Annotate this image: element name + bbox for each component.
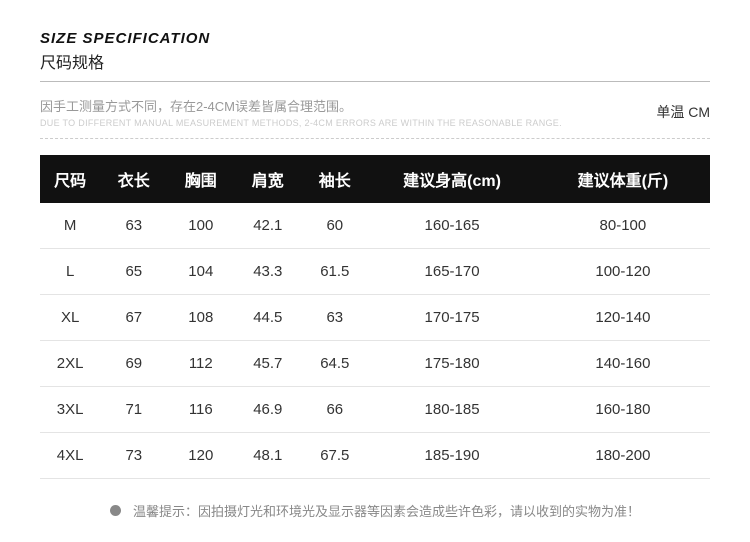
size-table: 尺码 衣长 胸围 肩宽 袖长 建议身高(cm) 建议体重(斤) M 63 100… <box>40 155 710 479</box>
cell: 108 <box>167 295 234 341</box>
cell: 69 <box>100 341 167 387</box>
footer-tip: 温馨提示：因拍摄灯光和环境光及显示器等因素会造成些许色彩，请以收到的实物为准！ <box>40 501 710 520</box>
col-header: 肩宽 <box>234 155 301 203</box>
header-block: SIZE SPECIFICATION 尺码规格 <box>40 30 710 82</box>
cell: 65 <box>100 249 167 295</box>
col-header: 尺码 <box>40 155 100 203</box>
size-spec-container: SIZE SPECIFICATION 尺码规格 因手工测量方式不同，存在2-4C… <box>0 0 750 520</box>
col-header: 衣长 <box>100 155 167 203</box>
table-row: XL 67 108 44.5 63 170-175 120-140 <box>40 295 710 341</box>
table-row: L 65 104 43.3 61.5 165-170 100-120 <box>40 249 710 295</box>
unit-label: 单温 CM <box>636 96 710 122</box>
cell: 43.3 <box>234 249 301 295</box>
col-header: 建议身高(cm) <box>368 155 536 203</box>
cell: 185-190 <box>368 433 536 479</box>
cell: 120-140 <box>536 295 710 341</box>
cell: 175-180 <box>368 341 536 387</box>
cell: 64.5 <box>301 341 368 387</box>
cell: 100 <box>167 203 234 249</box>
cell: 67 <box>100 295 167 341</box>
table-body: M 63 100 42.1 60 160-165 80-100 L 65 104… <box>40 203 710 479</box>
cell: 73 <box>100 433 167 479</box>
measurement-note-cn: 因手工测量方式不同，存在2-4CM误差皆属合理范围。 <box>40 96 636 115</box>
cell: 60 <box>301 203 368 249</box>
measurement-note-en: DUE TO DIFFERENT MANUAL MEASUREMENT METH… <box>40 118 636 128</box>
cell: 44.5 <box>234 295 301 341</box>
note-row: 因手工测量方式不同，存在2-4CM误差皆属合理范围。 DUE TO DIFFER… <box>40 96 710 139</box>
cell: 100-120 <box>536 249 710 295</box>
cell: 71 <box>100 387 167 433</box>
cell: 165-170 <box>368 249 536 295</box>
table-header-row: 尺码 衣长 胸围 肩宽 袖长 建议身高(cm) 建议体重(斤) <box>40 155 710 203</box>
table-head: 尺码 衣长 胸围 肩宽 袖长 建议身高(cm) 建议体重(斤) <box>40 155 710 203</box>
cell: 4XL <box>40 433 100 479</box>
cell: M <box>40 203 100 249</box>
title-chinese: 尺码规格 <box>40 49 710 82</box>
table-row: 4XL 73 120 48.1 67.5 185-190 180-200 <box>40 433 710 479</box>
cell: 112 <box>167 341 234 387</box>
cell: 104 <box>167 249 234 295</box>
cell: 116 <box>167 387 234 433</box>
cell: 66 <box>301 387 368 433</box>
table-row: M 63 100 42.1 60 160-165 80-100 <box>40 203 710 249</box>
note-left: 因手工测量方式不同，存在2-4CM误差皆属合理范围。 DUE TO DIFFER… <box>40 96 636 128</box>
cell: 3XL <box>40 387 100 433</box>
cell: 160-165 <box>368 203 536 249</box>
cell: 63 <box>100 203 167 249</box>
cell: 160-180 <box>536 387 710 433</box>
cell: 63 <box>301 295 368 341</box>
bullet-icon <box>110 505 121 516</box>
cell: 180-200 <box>536 433 710 479</box>
cell: 67.5 <box>301 433 368 479</box>
col-header: 胸围 <box>167 155 234 203</box>
cell: 46.9 <box>234 387 301 433</box>
cell: 180-185 <box>368 387 536 433</box>
col-header: 袖长 <box>301 155 368 203</box>
table-row: 2XL 69 112 45.7 64.5 175-180 140-160 <box>40 341 710 387</box>
cell: L <box>40 249 100 295</box>
cell: 170-175 <box>368 295 536 341</box>
cell: 61.5 <box>301 249 368 295</box>
col-header: 建议体重(斤) <box>536 155 710 203</box>
cell: 140-160 <box>536 341 710 387</box>
cell: XL <box>40 295 100 341</box>
cell: 48.1 <box>234 433 301 479</box>
cell: 120 <box>167 433 234 479</box>
cell: 45.7 <box>234 341 301 387</box>
table-row: 3XL 71 116 46.9 66 180-185 160-180 <box>40 387 710 433</box>
title-english: SIZE SPECIFICATION <box>40 30 710 47</box>
cell: 2XL <box>40 341 100 387</box>
cell: 42.1 <box>234 203 301 249</box>
footer-text: 温馨提示：因拍摄灯光和环境光及显示器等因素会造成些许色彩，请以收到的实物为准！ <box>133 501 640 520</box>
cell: 80-100 <box>536 203 710 249</box>
